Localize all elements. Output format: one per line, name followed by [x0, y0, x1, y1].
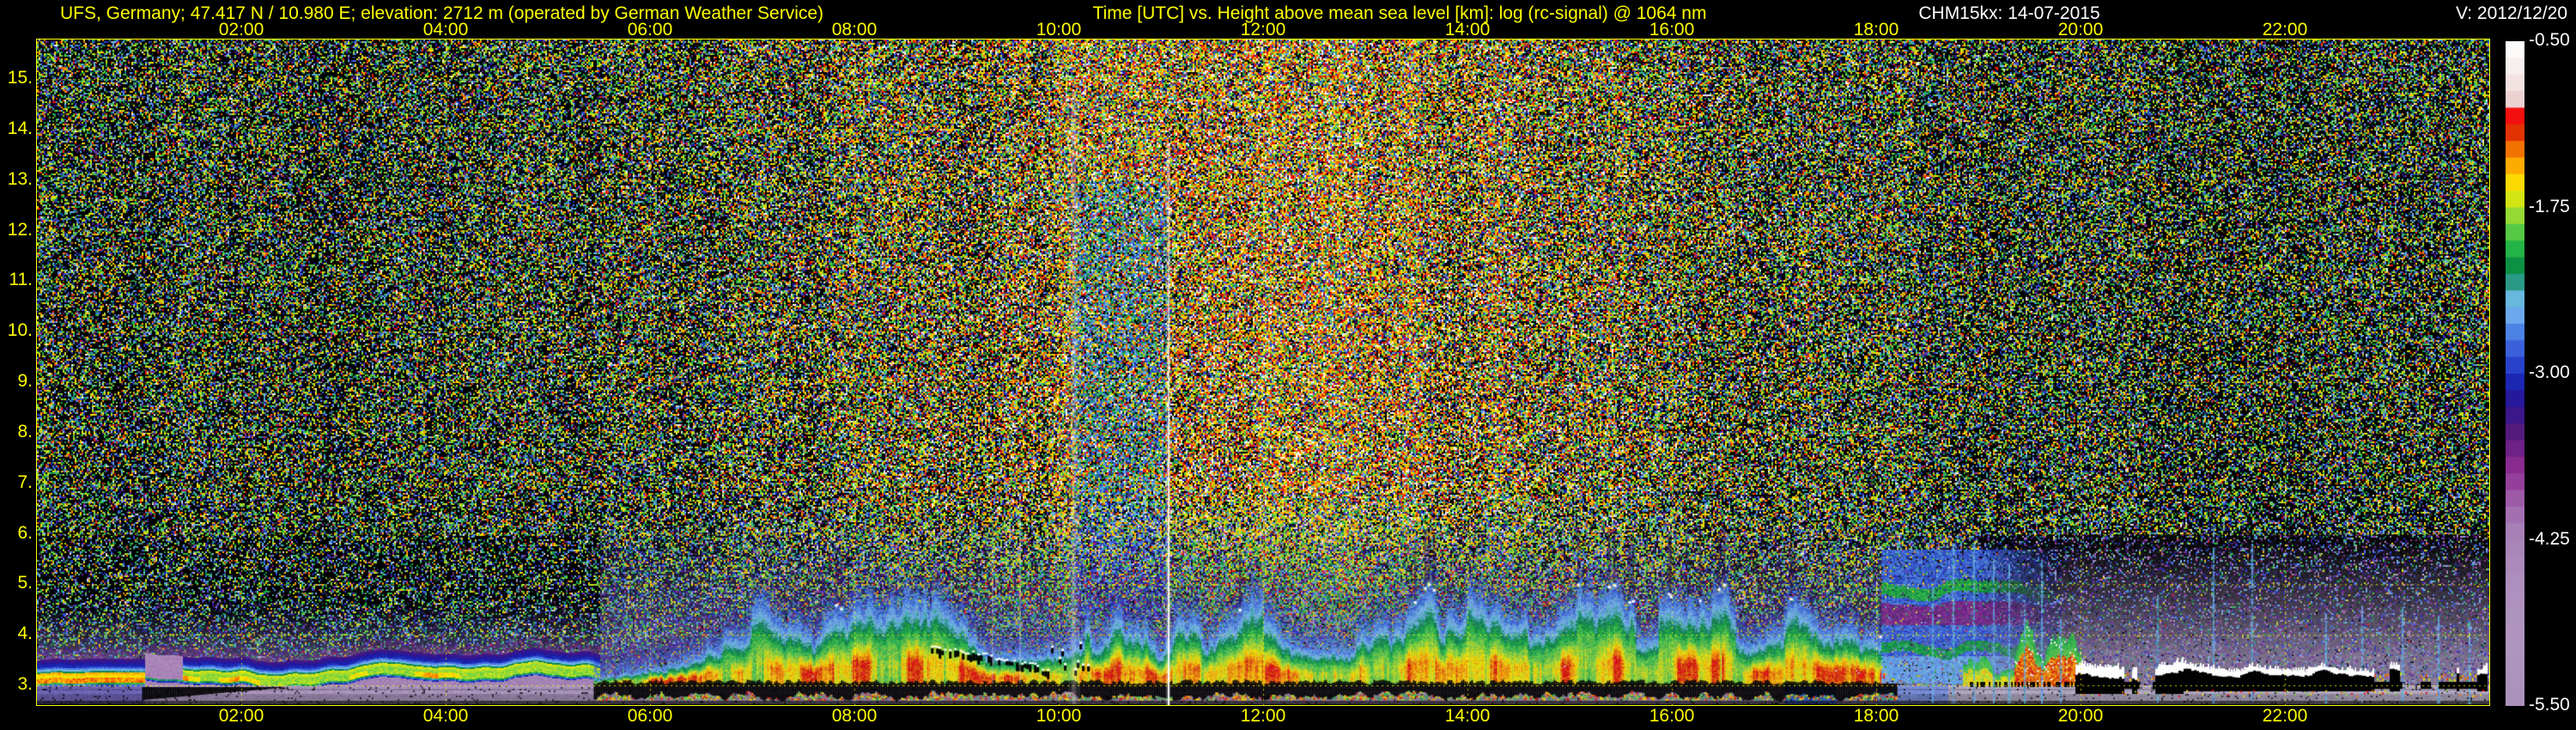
height-tick-label: 7.: [17, 471, 33, 492]
time-tick-label: 08:00: [831, 20, 878, 40]
colorbar-tick-label: -5.50: [2529, 695, 2570, 715]
time-tick-label: 16:00: [1649, 706, 1695, 726]
time-tick-label: 18:00: [1853, 706, 1899, 726]
height-tick-label: 14.: [7, 118, 33, 138]
colorbar-tick-label: -3.00: [2529, 362, 2570, 382]
height-tick-label: 12.: [7, 219, 33, 240]
time-tick-label: 16:00: [1649, 20, 1695, 40]
software-version-label: V: 2012/12/20: [2456, 3, 2567, 23]
time-tick-label: 02:00: [218, 706, 264, 726]
time-tick-label: 08:00: [831, 706, 878, 726]
device-date-label: CHM15kx: 14-07-2015: [1918, 3, 2100, 23]
height-tick-label: 5.: [17, 573, 33, 593]
time-tick-label: 12:00: [1240, 706, 1286, 726]
time-tick-label: 04:00: [422, 706, 469, 726]
height-tick-label: 6.: [17, 522, 33, 543]
plot-area: [36, 39, 2490, 706]
time-tick-label: 22:00: [2262, 20, 2308, 40]
height-tick-label: 4.: [17, 624, 33, 644]
height-tick-label: 9.: [17, 371, 33, 391]
time-tick-label: 18:00: [1853, 20, 1899, 40]
time-tick-label: 14:00: [1444, 20, 1491, 40]
time-tick-label: 14:00: [1444, 706, 1491, 726]
time-tick-label: 06:00: [627, 706, 673, 726]
time-tick-label: 10:00: [1036, 20, 1082, 40]
time-tick-label: 12:00: [1240, 20, 1286, 40]
height-tick-label: 13.: [7, 168, 33, 189]
colorbar-tick-label: -4.25: [2529, 528, 2570, 549]
time-tick-label: 10:00: [1036, 706, 1082, 726]
height-tick-label: 15.: [7, 68, 33, 88]
height-tick-label: 10.: [7, 320, 33, 341]
height-tick-label: 3.: [17, 674, 33, 694]
plot-title: Time [UTC] vs. Height above mean sea lev…: [1092, 3, 1707, 23]
time-tick-label: 22:00: [2262, 706, 2308, 726]
time-tick-label: 02:00: [218, 20, 264, 40]
colorbar-tick-label: -1.75: [2529, 196, 2570, 216]
time-tick-label: 06:00: [627, 20, 673, 40]
time-tick-label: 04:00: [422, 20, 469, 40]
colorbar: [2506, 41, 2524, 706]
colorbar-tick-label: -0.50: [2529, 30, 2570, 50]
height-tick-label: 11.: [9, 270, 33, 290]
height-tick-label: 8.: [17, 421, 33, 441]
time-tick-label: 20:00: [2057, 20, 2104, 40]
time-tick-label: 20:00: [2057, 706, 2104, 726]
station-info: UFS, Germany; 47.417 N / 10.980 E; eleva…: [60, 3, 824, 23]
signal-heatmap: [37, 40, 2489, 705]
